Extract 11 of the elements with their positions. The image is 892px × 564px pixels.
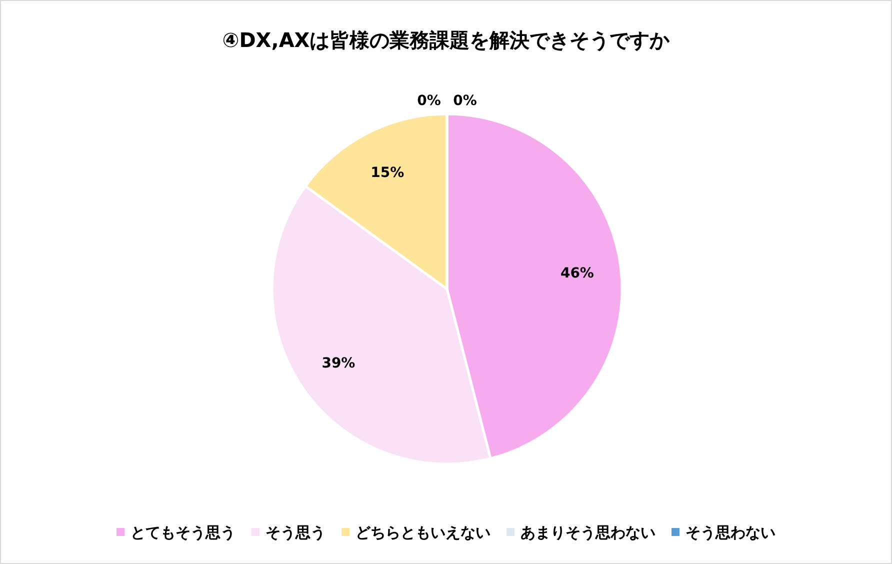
text: 0% xyxy=(453,92,477,109)
legend-label: あまりそう思わない xyxy=(520,523,656,542)
text: 0% xyxy=(417,92,441,109)
legend-label: とてもそう思う xyxy=(130,523,236,542)
data-label: 39% xyxy=(322,356,356,372)
legend-label: そう思う xyxy=(266,523,326,542)
data-label: 15% xyxy=(370,164,404,181)
data-label: 46% xyxy=(560,265,594,282)
legend-label: どちらともいえない xyxy=(356,523,490,542)
legend-label: そう思わない xyxy=(686,523,776,542)
chart-title: ④DX,AXは皆様の業務課題を解決できそうですか xyxy=(222,28,671,52)
